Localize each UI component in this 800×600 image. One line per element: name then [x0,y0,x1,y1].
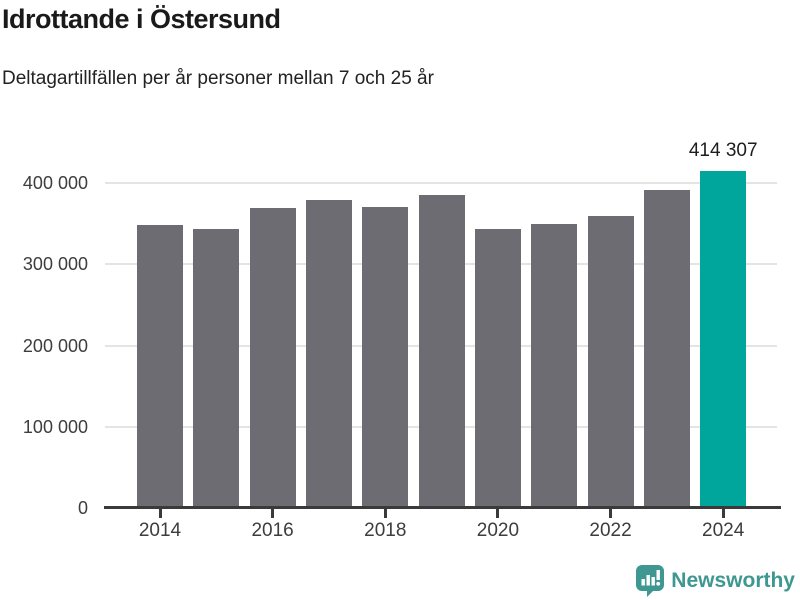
bar-2018 [362,207,409,508]
bar-2014 [137,225,183,508]
bar-2022 [587,215,634,508]
y-axis-label: 300 000 [22,254,88,275]
bar-2021 [531,224,578,508]
x-axis-label-2022: 2022 [589,520,632,541]
chart-subtitle: Deltagartillfällen per år personer mella… [2,68,434,89]
chart-title: Idrottande i Östersund [2,4,281,34]
gridline-400000 [105,182,777,184]
x-axis-label-2014: 2014 [138,520,182,541]
brand-name: Newsworthy [671,569,795,592]
x-axis-tick-2016 [271,509,275,518]
bar-2020 [474,228,521,508]
bar-2017 [305,200,352,508]
x-axis-tick-2022 [609,509,613,518]
y-axis-label: 200 000 [22,335,88,356]
x-axis-tick-2018 [383,509,387,518]
x-axis-tick-2014 [158,509,162,518]
x-axis-label-2018: 2018 [364,520,407,541]
highlight-value-label: 414 307 [688,140,758,162]
x-axis-label-2016: 2016 [251,520,294,541]
bar-2016 [249,208,296,508]
brand-footer: Newsworthy [636,565,795,597]
x-axis-tick-2024 [721,509,725,518]
logo-bubble-shape [636,565,665,597]
x-axis-line [104,506,781,509]
bar-2024 [700,171,747,508]
newsworthy-logo-icon [636,565,665,597]
y-axis-label: 100 000 [22,416,88,437]
bar-2019 [418,195,465,508]
x-axis-label-2024: 2024 [702,520,745,541]
x-axis-tick-2020 [496,509,500,518]
y-axis-label: 400 000 [22,173,88,193]
bar-2015 [193,229,240,508]
y-axis-label: 0 [77,498,88,518]
x-axis-label-2020: 2020 [476,520,520,541]
bar-2023 [643,190,690,508]
